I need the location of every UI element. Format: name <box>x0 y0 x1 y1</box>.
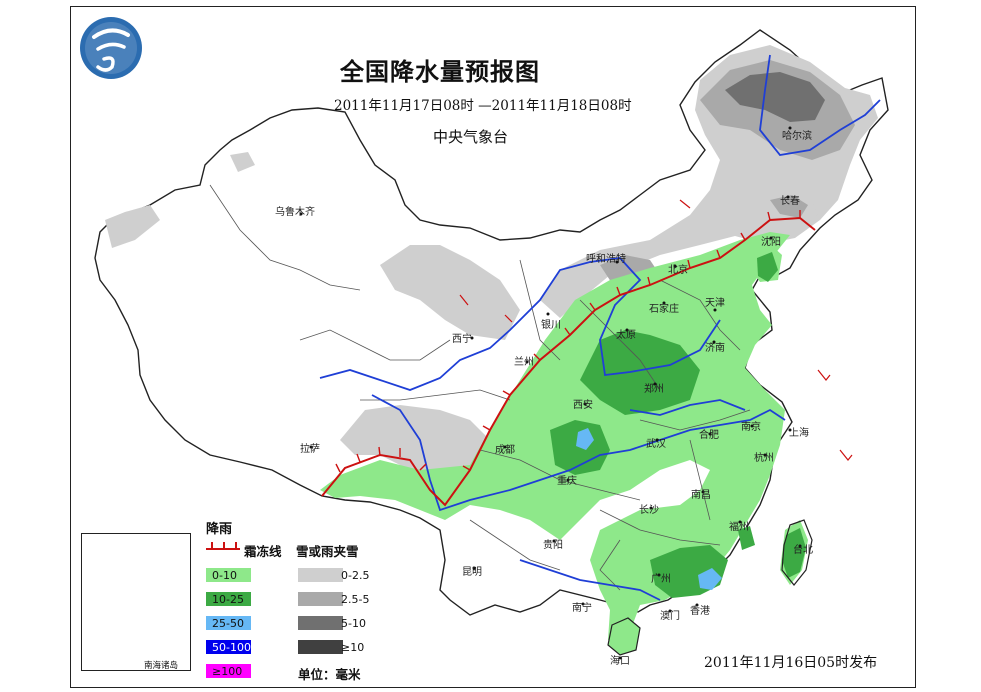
legend-freeze-line-symbol <box>206 542 240 550</box>
city-label-tianjin: 天津 <box>705 298 725 309</box>
city-label-guangzhou: 广州 <box>651 574 671 585</box>
legend-swatch-snow-5-10 <box>298 616 343 630</box>
taiwan-island <box>781 519 813 586</box>
city-label-beijing: 北京 <box>668 265 688 276</box>
city-label-zhengzhou: 郑州 <box>644 384 664 395</box>
cma-logo-icon <box>80 17 142 79</box>
legend-label-snow-2.5-5: 2.5-5 <box>341 593 370 606</box>
rain-area-heavy <box>576 428 722 590</box>
issue-time: 2011年11月16日05时发布 <box>704 655 878 671</box>
city-markers <box>299 126 802 660</box>
city-label-yinchuan: 银川 <box>541 320 561 331</box>
legend-snow-heading: 雪或雨夹雪 <box>296 544 359 559</box>
city-label-changchun: 长春 <box>780 196 800 207</box>
legend-label-snow-5-10: 5-10 <box>341 617 366 630</box>
legend-label-rain-10-25: 10-25 <box>212 593 244 606</box>
city-label-nanjing: 南京 <box>741 422 761 433</box>
rivers <box>319 54 881 601</box>
legend-label-snow-0-2.5: 0-2.5 <box>341 569 370 582</box>
city-label-chongqing: 重庆 <box>557 476 577 487</box>
freeze-line-sea-marks <box>459 199 853 461</box>
legend-label-rain-50-100: 50-100 <box>212 641 251 654</box>
legend-swatch-snow-10 <box>298 640 343 654</box>
city-label-urumqi: 乌鲁木齐 <box>275 207 315 218</box>
province-borders <box>209 184 751 591</box>
legend-swatch-rain-25-50 <box>206 616 251 630</box>
snow-area-heavy <box>725 72 825 122</box>
legend-label-rain-25-50: 25-50 <box>212 617 244 630</box>
city-label-taiyuan: 太原 <box>616 330 636 341</box>
city-label-kunming: 昆明 <box>462 567 482 578</box>
city-label-nanchang: 南昌 <box>691 490 711 501</box>
legend-swatch-rain-0-10 <box>206 568 251 582</box>
legend-label-rain-0-10: 0-10 <box>212 569 237 582</box>
legend-swatch-rain-100 <box>206 664 251 678</box>
city-label-macau: 澳门 <box>660 611 680 622</box>
forecast-period: 2011年11月17日08时 —2011年11月18日08时 <box>334 98 632 114</box>
city-label-shijiazhuang: 石家庄 <box>649 304 679 315</box>
issuing-agency: 中央气象台 <box>433 128 509 146</box>
songhua-river <box>759 54 881 156</box>
city-label-shenyang: 沈阳 <box>761 237 781 248</box>
pearl-river <box>519 559 661 601</box>
city-label-wuhan: 武汉 <box>646 439 666 450</box>
south-china-sea-inset <box>81 533 191 671</box>
city-label-changsha: 长沙 <box>639 505 659 516</box>
yellow-river <box>319 257 721 391</box>
city-label-chengdu: 成都 <box>495 445 515 456</box>
city-label-guiyang: 贵阳 <box>543 540 563 551</box>
city-label-hongkong: 香港 <box>690 606 710 617</box>
city-label-taipei: 台北 <box>793 545 813 556</box>
legend-swatch-snow-2.5-5 <box>298 592 343 606</box>
legend-unit: 单位：毫米 <box>298 667 361 682</box>
city-label-hefei: 合肥 <box>699 430 719 441</box>
legend-swatch-snow-0-2.5 <box>298 568 343 582</box>
city-label-shanghai: 上海 <box>789 428 809 439</box>
city-label-hangzhou: 杭州 <box>754 453 774 464</box>
yangtze-river <box>371 394 786 512</box>
city-label-hohhot: 呼和浩特 <box>586 254 626 265</box>
hainan-island <box>607 617 641 656</box>
legend-label-rain-100: ≥100 <box>212 665 243 678</box>
legend-freeze-line-label: 霜冻线 <box>244 544 282 559</box>
legend-rain-heading: 降雨 <box>206 522 233 537</box>
freeze-line <box>321 216 816 507</box>
city-label-haikou: 海口 <box>610 656 630 667</box>
city-label-xian: 西安 <box>573 400 593 411</box>
map-title: 全国降水量预报图 <box>340 57 540 86</box>
city-label-lhasa: 拉萨 <box>300 444 320 455</box>
city-label-nanning: 南宁 <box>572 603 592 614</box>
inset-label: 南海诸岛 <box>144 661 179 671</box>
legend-label-snow-10: ≥10 <box>341 641 365 654</box>
city-label-fuzhou: 福州 <box>729 522 749 533</box>
city-label-lanzhou: 兰州 <box>514 357 534 368</box>
legend-swatch-rain-50-100 <box>206 640 251 654</box>
city-label-jinan: 济南 <box>705 343 725 354</box>
freeze-line-ticks <box>335 210 801 473</box>
city-label-xining: 西宁 <box>452 334 472 345</box>
legend-swatch-rain-10-25 <box>206 592 251 606</box>
huai-river <box>629 399 746 416</box>
city-label-harbin: 哈尔滨 <box>782 131 812 142</box>
